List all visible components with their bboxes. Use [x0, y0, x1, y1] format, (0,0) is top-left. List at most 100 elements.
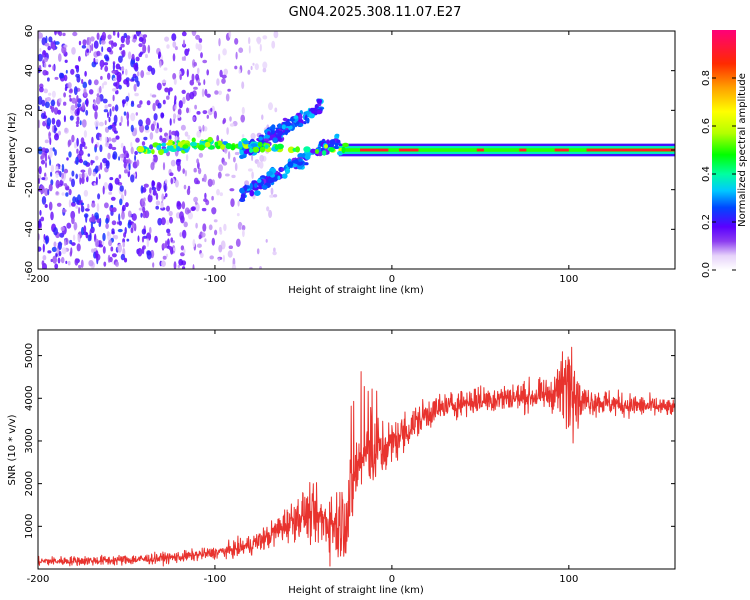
spectrogram-noise-blob	[132, 73, 137, 79]
spectrogram-noise-blob	[43, 234, 46, 240]
spectrogram-noise-blob	[96, 93, 100, 97]
spectrogram-noise-blob	[122, 204, 126, 212]
spectrogram-noise-blob	[160, 202, 165, 209]
spectrogram-noise-blob	[38, 178, 41, 184]
spectrogram-noise-blob	[162, 99, 166, 105]
spectrogram-noise-blob	[71, 97, 77, 104]
spectrogram-noise-blob	[179, 232, 182, 238]
spectrogram-noise-blob	[55, 179, 60, 189]
spectrogram-noise-blob	[125, 95, 129, 102]
spectrogram-noise-blob	[165, 135, 170, 141]
spectrogram-noise-blob	[128, 163, 131, 171]
spectrogram-noise-blob	[272, 251, 277, 256]
spectrogram-noise-blob	[191, 73, 195, 82]
spectrogram-noise-blob	[102, 185, 105, 195]
spectrogram-chirp-upper-blob	[239, 155, 247, 159]
spectrogram-noise-blob	[121, 67, 125, 72]
spectrogram-noise-blob	[44, 101, 50, 109]
spectrogram-noise-blob	[48, 149, 53, 158]
spectrogram-noise-blob	[181, 201, 186, 210]
spectrogram-noise-blob	[42, 120, 46, 127]
spectrogram-noise-blob	[120, 142, 124, 149]
snr-panel: -200 -100 0 100 1000 2000 3000 4000 5000 Height…	[7, 329, 676, 596]
spectrogram-noise-blob	[248, 37, 251, 45]
spectrogram-noise-blob	[55, 172, 59, 179]
spectrogram-noise-blob	[163, 196, 166, 200]
spectrogram-noise-blob	[183, 221, 188, 228]
spectrogram-noise-blob	[180, 215, 185, 224]
spectrogram-noise-blob	[54, 31, 57, 36]
spectrogram-x-tick-label: -100	[204, 274, 227, 285]
spectrogram-noise-blob	[46, 97, 51, 102]
spectrogram-noise-blob	[204, 88, 208, 97]
spectrogram-noise-blob	[140, 70, 145, 79]
spectrogram-noise-blob	[153, 191, 157, 196]
spectrogram-noise-blob	[126, 119, 130, 127]
spectrogram-noise-blob	[127, 210, 132, 218]
spectrogram-noise-blob	[50, 171, 53, 177]
spectrogram-noise-blob	[194, 201, 198, 205]
spectrogram-noise-blob	[44, 153, 48, 162]
spectrogram-noise-blob	[89, 232, 92, 242]
spectrogram-noise-blob	[236, 213, 240, 217]
spectrogram-noise-blob	[268, 209, 273, 219]
spectrogram-noise-blob	[273, 31, 279, 39]
snr-x-tick-label: -200	[27, 574, 50, 585]
spectrogram-chirp-upper-blob	[308, 113, 315, 119]
spectrogram-noise-blob	[104, 65, 109, 72]
spectrogram-noise-blob	[156, 82, 162, 91]
spectrogram-noise-blob	[83, 160, 88, 166]
spectrogram-line-blob	[165, 142, 173, 146]
snr-x-tick-label: 100	[559, 574, 578, 585]
spectrogram-noise-blob	[138, 119, 143, 127]
spectrogram-noise-blob	[58, 31, 63, 37]
spectrogram-noise-blob	[141, 141, 146, 146]
spectrogram-chirp-lower-blob	[249, 182, 253, 190]
spectrogram-noise-blob	[61, 192, 65, 196]
spectrogram-noise-blob	[120, 115, 123, 123]
spectrogram-noise-blob	[114, 104, 119, 112]
spectrogram-noise-blob	[196, 111, 201, 115]
spectrogram-line-blob	[238, 141, 243, 148]
spectrogram-noise-blob	[100, 75, 103, 80]
spectrogram-noise-blob	[211, 237, 215, 246]
spectrogram-noise-blob	[133, 63, 138, 70]
spectrogram-noise-blob	[138, 37, 144, 42]
spectrogram-noise-blob	[216, 135, 220, 143]
spectrogram-noise-blob	[107, 137, 112, 142]
spectrogram-noise-blob	[134, 151, 138, 155]
spectrogram-line-blob	[179, 141, 184, 148]
spectrogram-noise-blob	[70, 210, 76, 220]
spectrogram-noise-blob	[98, 244, 103, 248]
spectrogram-noise-blob	[96, 218, 101, 223]
snr-y-tick-label: 1000	[24, 514, 35, 539]
spectrogram-noise-blob	[238, 69, 241, 74]
spectrogram-chirp-lower-blob	[249, 189, 255, 197]
spectrogram-noise-blob	[44, 139, 49, 144]
spectrogram-noise-blob	[60, 256, 65, 264]
spectrogram-noise-blob	[44, 188, 49, 196]
colorbar-tick-label: 0.8	[701, 70, 712, 86]
spectrogram-noise-blob	[42, 50, 47, 58]
spectrogram-noise-blob	[101, 240, 105, 247]
spectrogram-noise-blob	[268, 102, 273, 111]
spectrogram-noise-blob	[202, 59, 208, 64]
spectrogram-noise-blob	[226, 127, 229, 135]
spectrogram-noise-blob	[206, 69, 209, 76]
spectrogram-line-blob	[287, 146, 295, 154]
spectrogram-chirp-lower-blob	[304, 162, 309, 166]
spectrogram-noise-blob	[118, 220, 123, 226]
snr-y-tick-label: 4000	[24, 386, 35, 411]
spectrogram-noise-blob	[82, 39, 87, 46]
spectrogram-noise-blob	[149, 132, 154, 140]
spectrogram-y-tick-label: -40	[24, 221, 35, 237]
spectrogram-noise-blob	[92, 171, 96, 177]
spectrogram-noise-blob	[44, 42, 50, 47]
colorbar-label: Normalized spectral amplitude	[737, 73, 748, 227]
spectrogram-noise-blob	[197, 167, 202, 175]
spectrogram-noise-blob	[104, 104, 108, 110]
spectrogram-noise-blob	[108, 116, 111, 123]
spectrogram-noise-blob	[162, 255, 167, 260]
spectrogram-noise-blob	[102, 157, 108, 164]
spectrogram-y-tick-label: 0	[24, 147, 35, 153]
